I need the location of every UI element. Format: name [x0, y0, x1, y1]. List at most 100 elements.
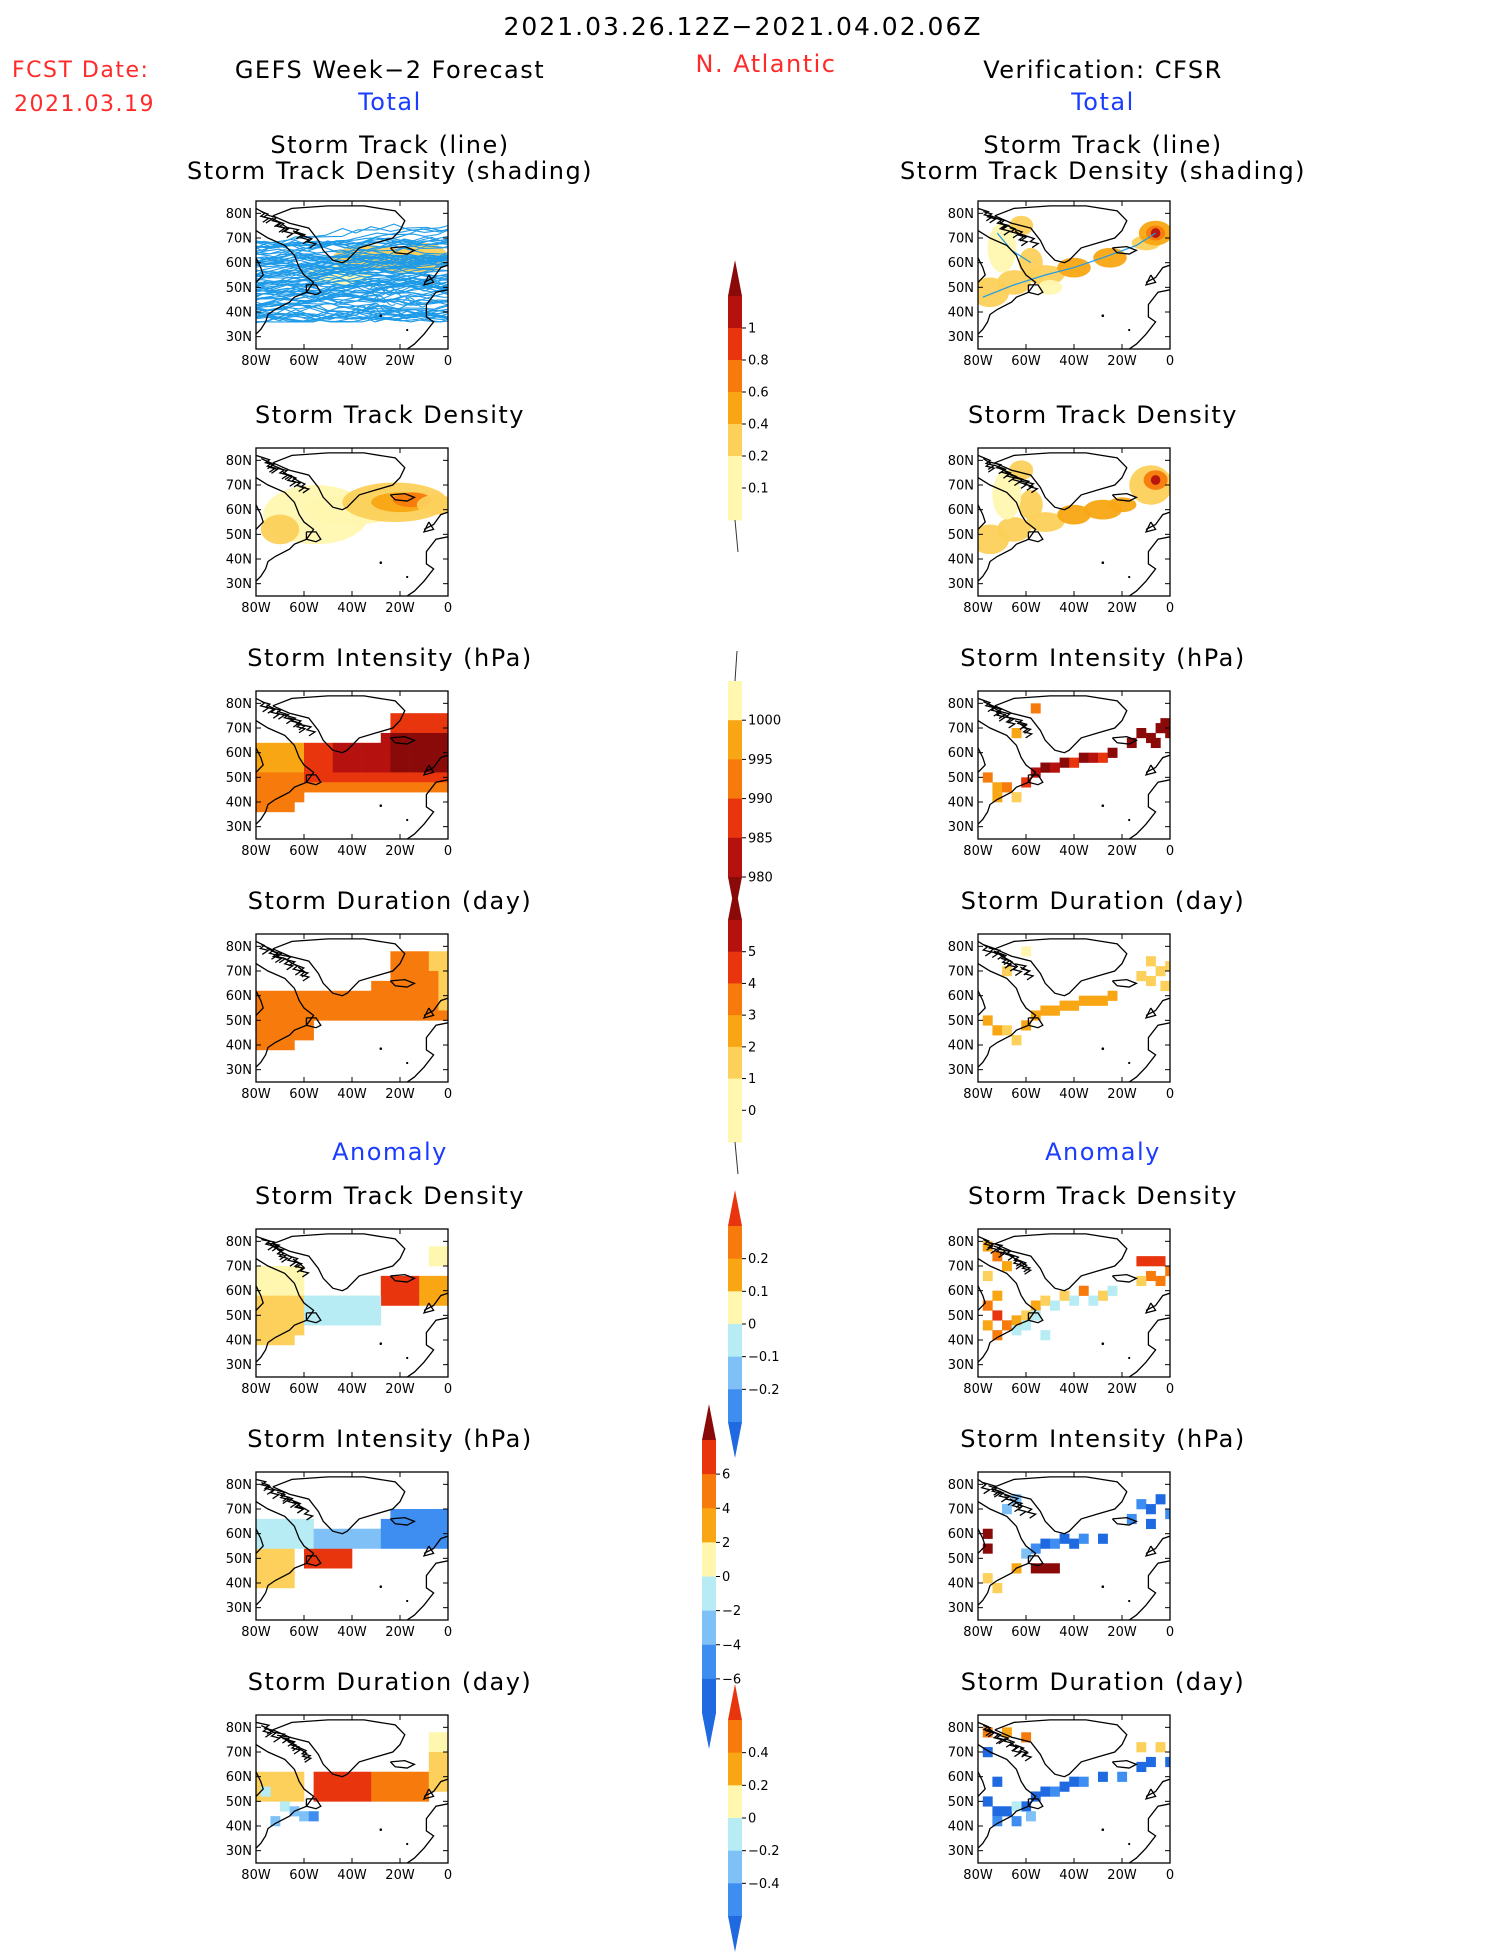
cfsr-density-map: 80N 70N 60N 50N 40N 30N 80W 60W 40W 20W 0: [938, 442, 1176, 624]
lat-tick-label: 80N: [948, 1478, 974, 1493]
lon-tick-label: 0: [1166, 601, 1174, 616]
left-column-title: GEFS Week−2 Forecast: [234, 56, 546, 84]
colorbar-intensity-anom-label: 2: [722, 1536, 730, 1551]
lat-tick-label: 60N: [226, 1770, 252, 1785]
left-density-anom-title: Storm Track Density: [255, 1182, 525, 1210]
lat-tick-label: 30N: [226, 577, 252, 592]
left-duration-anom-title: Storm Duration (day): [247, 1668, 533, 1696]
lat-tick-label: 60N: [226, 989, 252, 1004]
lat-tick-label: 50N: [948, 281, 974, 296]
lon-tick-label: 0: [1166, 1868, 1174, 1883]
lat-tick-label: 80N: [948, 697, 974, 712]
lat-tick-label: 50N: [226, 1552, 252, 1567]
lat-tick-label: 70N: [948, 1503, 974, 1518]
colorbar-density-anom-label: 0.1: [748, 1285, 769, 1300]
left-total-label: Total: [358, 88, 422, 116]
cfsr-intensity-anom-map: 80N 70N 60N 50N 40N 30N 80W 60W 40W 20W 0: [938, 1466, 1176, 1648]
lon-tick-label: 60W: [289, 1625, 319, 1640]
colorbar-duration-label: 5: [748, 945, 756, 960]
colorbar-intensity-anom-label: −6: [722, 1672, 741, 1687]
lat-tick-label: 50N: [948, 528, 974, 543]
lat-tick-label: 40N: [948, 1334, 974, 1349]
lat-tick-label: 70N: [226, 232, 252, 247]
lat-tick-label: 40N: [226, 1334, 252, 1349]
left-anomaly-label: Anomaly: [332, 1138, 448, 1166]
lon-tick-label: 80W: [963, 1625, 993, 1640]
lon-tick-label: 60W: [1011, 354, 1041, 369]
lon-tick-label: 40W: [1059, 1868, 1089, 1883]
colorbar-duration-anom-label: 0: [748, 1812, 756, 1827]
colorbar-intensity-anom-label: −2: [722, 1604, 741, 1619]
lat-tick-label: 40N: [948, 1820, 974, 1835]
colorbar-intensity-label: 1000: [748, 714, 781, 729]
colorbar-density-anom-label: −0.1: [748, 1350, 780, 1365]
lat-tick-label: 50N: [226, 771, 252, 786]
left-density-title: Storm Track Density: [255, 401, 525, 429]
lat-tick-label: 70N: [948, 1260, 974, 1275]
colorbar-density-anom-label: −0.2: [748, 1383, 780, 1398]
lon-tick-label: 60W: [289, 601, 319, 616]
gefs-duration-anom-map: 80N 70N 60N 50N 40N 30N 80W 60W 40W 20W 0: [216, 1709, 454, 1891]
colorbar-intensity-label: 990: [748, 792, 773, 807]
left-intensity-title: Storm Intensity (hPa): [247, 644, 533, 672]
right-duration-title: Storm Duration (day): [960, 887, 1246, 915]
colorbar-duration: 5 4 3 2 1 0: [724, 882, 804, 1184]
lat-tick-label: 70N: [226, 1746, 252, 1761]
lat-tick-label: 30N: [226, 1844, 252, 1859]
lon-tick-label: 0: [444, 354, 452, 369]
colorbar-duration-anom-label: −0.2: [748, 1844, 780, 1859]
colorbar-density-label: 0.2: [748, 450, 769, 465]
colorbar-density-label: 1: [748, 322, 756, 337]
lat-tick-label: 50N: [948, 771, 974, 786]
right-column-title: Verification: CFSR: [983, 56, 1223, 84]
lon-tick-label: 20W: [385, 1868, 415, 1883]
colorbar-intensity-label: 995: [748, 753, 773, 768]
lat-tick-label: 70N: [226, 965, 252, 980]
lat-tick-label: 30N: [948, 1063, 974, 1078]
lat-tick-label: 40N: [948, 796, 974, 811]
lat-tick-label: 60N: [948, 1770, 974, 1785]
colorbar-intensity: 1000 995 990 985 980: [724, 643, 804, 919]
colorbar-density-label: 0.4: [748, 418, 769, 433]
lat-tick-label: 30N: [226, 1063, 252, 1078]
fcst-label: FCST Date:: [12, 58, 150, 83]
lat-tick-label: 50N: [226, 1014, 252, 1029]
right-track-shading-title: Storm Track Density (shading): [899, 157, 1307, 185]
lat-tick-label: 70N: [948, 965, 974, 980]
lat-tick-label: 80N: [226, 1721, 252, 1736]
lon-tick-label: 40W: [1059, 1625, 1089, 1640]
lat-tick-label: 60N: [948, 989, 974, 1004]
lon-tick-label: 60W: [289, 844, 319, 859]
lat-tick-label: 30N: [948, 1844, 974, 1859]
lat-tick-label: 40N: [948, 1039, 974, 1054]
fcst-date: 2021.03.19: [14, 92, 155, 117]
right-anomaly-label: Anomaly: [1045, 1138, 1161, 1166]
lat-tick-label: 80N: [226, 940, 252, 955]
lon-tick-label: 0: [1166, 1382, 1174, 1397]
cfsr-track-map-svg: 80N 70N 60N 50N 40N 30N 80W 60W 40W 20W 0: [948, 200, 1174, 369]
lat-tick-label: 40N: [226, 306, 252, 321]
lon-tick-label: 80W: [241, 1382, 271, 1397]
gefs-track-map: 80N 70N 60N 50N 40N 30N 80W 60W 40W 20W 0: [216, 195, 454, 377]
lon-tick-label: 20W: [1107, 1868, 1137, 1883]
lon-tick-label: 60W: [1011, 844, 1041, 859]
lat-tick-label: 50N: [948, 1014, 974, 1029]
lat-tick-label: 70N: [948, 1746, 974, 1761]
lat-tick-label: 50N: [948, 1552, 974, 1567]
lon-tick-label: 60W: [1011, 1625, 1041, 1640]
left-track-line-title: Storm Track (line): [270, 131, 510, 159]
lat-tick-label: 60N: [948, 256, 974, 271]
lat-tick-label: 70N: [948, 232, 974, 247]
lat-tick-label: 30N: [948, 820, 974, 835]
lat-tick-label: 80N: [948, 940, 974, 955]
lon-tick-label: 20W: [385, 1382, 415, 1397]
colorbar-intensity-anom: 6 4 2 0 −2 −4 −6: [698, 1402, 778, 1755]
lat-tick-label: 50N: [226, 528, 252, 543]
colorbar-intensity-label: 985: [748, 831, 773, 846]
gefs-density-anom-map: 80N 70N 60N 50N 40N 30N 80W 60W 40W 20W 0: [216, 1223, 454, 1405]
lon-tick-label: 60W: [289, 1087, 319, 1102]
gefs-duration-map-svg: 80N 70N 60N 50N 40N 30N 80W 60W 40W 20W 0: [226, 933, 452, 1102]
lon-tick-label: 40W: [1059, 354, 1089, 369]
right-total-label: Total: [1071, 88, 1135, 116]
lon-tick-label: 20W: [1107, 354, 1137, 369]
